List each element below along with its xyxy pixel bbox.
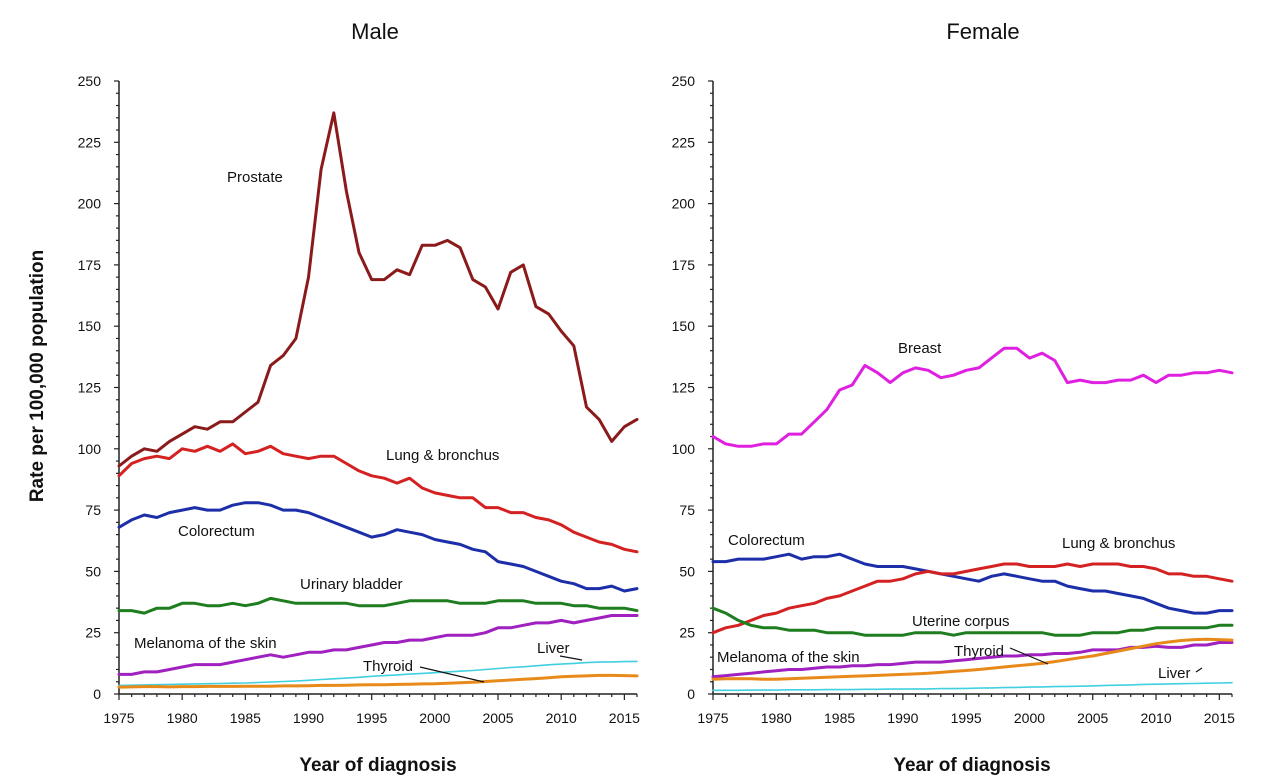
x-tick-label: 1980 xyxy=(761,710,792,726)
x-tick-label: 1985 xyxy=(230,710,261,726)
series-label-colorectum: Colorectum xyxy=(178,523,255,540)
y-tick-label: 75 xyxy=(679,502,695,518)
y-tick-label: 125 xyxy=(672,380,696,396)
series-line-melanoma-of-the-skin xyxy=(117,614,639,676)
y-tick-label: 250 xyxy=(78,73,102,89)
panel-male: Male 0 25 50 75 100 125 150 175 200 225 250 1975 1980… xyxy=(78,19,641,776)
y-axis-title: Rate per 100,000 population xyxy=(27,250,48,502)
x-tick-label: 2015 xyxy=(1204,710,1235,726)
series-label-colorectum: Colorectum xyxy=(728,532,805,549)
x-tick-label: 1995 xyxy=(356,710,387,726)
x-tick-label: 2010 xyxy=(1140,710,1171,726)
y-tick-label: 200 xyxy=(78,196,102,212)
series-label-liver: Liver xyxy=(537,640,570,657)
series-line-thyroid xyxy=(117,673,639,689)
series-line-lung-and-bronchus xyxy=(117,442,639,554)
y-tick-label: 175 xyxy=(672,257,696,273)
y-tick-label: 0 xyxy=(687,686,695,702)
series-label-liver: Liver xyxy=(1158,665,1191,682)
series-label-lung-and-bronchus: Lung & bronchus xyxy=(386,447,499,464)
series-label-urinary-bladder: Urinary bladder xyxy=(300,576,403,593)
series-label-thyroid: Thyroid xyxy=(363,658,413,675)
x-tick-label: 2005 xyxy=(482,710,513,726)
y-tick-label: 75 xyxy=(85,502,101,518)
series-label-thyroid: Thyroid xyxy=(954,643,1004,660)
x-tick-label: 2005 xyxy=(1077,710,1108,726)
series-line-colorectum xyxy=(711,552,1234,615)
y-tick-label: 175 xyxy=(78,257,102,273)
series-label-melanoma-of-the-skin: Melanoma of the skin xyxy=(134,635,277,652)
y-tick-label: 200 xyxy=(672,196,696,212)
series-label-melanoma-of-the-skin: Melanoma of the skin xyxy=(717,649,860,666)
x-axis-title: Year of diagnosis xyxy=(893,755,1050,776)
x-tick-label: 2015 xyxy=(609,710,640,726)
y-tick-label: 100 xyxy=(672,441,696,457)
x-tick-label: 1990 xyxy=(293,710,324,726)
x-tick-label: 1975 xyxy=(103,710,134,726)
x-tick-label: 1980 xyxy=(167,710,198,726)
y-tick-label: 100 xyxy=(78,441,102,457)
x-tick-label: 2000 xyxy=(419,710,450,726)
x-tick-label: 2010 xyxy=(546,710,577,726)
x-tick-label: 1990 xyxy=(887,710,918,726)
panel-female: Female 0 25 50 75 100 125 150 175 200 225 250 1975 19… xyxy=(672,19,1235,776)
x-axis-title: Year of diagnosis xyxy=(299,755,456,776)
y-tick-label: 150 xyxy=(78,318,102,334)
y-tick-label: 225 xyxy=(672,134,696,150)
series-line-colorectum xyxy=(117,501,639,593)
x-tick-label: 1985 xyxy=(824,710,855,726)
label-leader-line xyxy=(1009,647,1049,665)
x-tick-label: 1975 xyxy=(697,710,728,726)
y-tick-label: 225 xyxy=(78,134,102,150)
panel-title: Male xyxy=(351,19,399,44)
series-line-liver xyxy=(712,681,1233,692)
series-label-breast: Breast xyxy=(898,340,942,357)
series-label-prostate: Prostate xyxy=(227,169,283,186)
x-tick-label: 2000 xyxy=(1014,710,1045,726)
y-tick-label: 25 xyxy=(85,625,101,641)
series-line-liver xyxy=(118,660,638,687)
panel-title: Female xyxy=(946,19,1019,44)
series-line-urinary-bladder xyxy=(117,596,639,615)
y-tick-label: 250 xyxy=(672,73,696,89)
y-tick-label: 0 xyxy=(93,686,101,702)
series-line-prostate xyxy=(117,111,639,468)
label-leader-line xyxy=(1195,667,1203,673)
series-line-breast xyxy=(711,346,1234,448)
series-label-lung-and-bronchus: Lung & bronchus xyxy=(1062,535,1175,552)
y-tick-label: 50 xyxy=(85,563,101,579)
y-tick-label: 50 xyxy=(679,563,695,579)
series-line-thyroid xyxy=(711,637,1234,681)
y-tick-label: 25 xyxy=(679,625,695,641)
series-label-uterine-corpus: Uterine corpus xyxy=(912,613,1010,630)
x-tick-label: 1995 xyxy=(951,710,982,726)
label-leader-line xyxy=(559,655,583,661)
series-line-uterine-corpus xyxy=(711,606,1234,637)
y-tick-label: 125 xyxy=(78,380,102,396)
series-line-lung-and-bronchus xyxy=(711,562,1234,635)
label-leader-line xyxy=(419,666,485,683)
y-tick-label: 150 xyxy=(672,318,696,334)
